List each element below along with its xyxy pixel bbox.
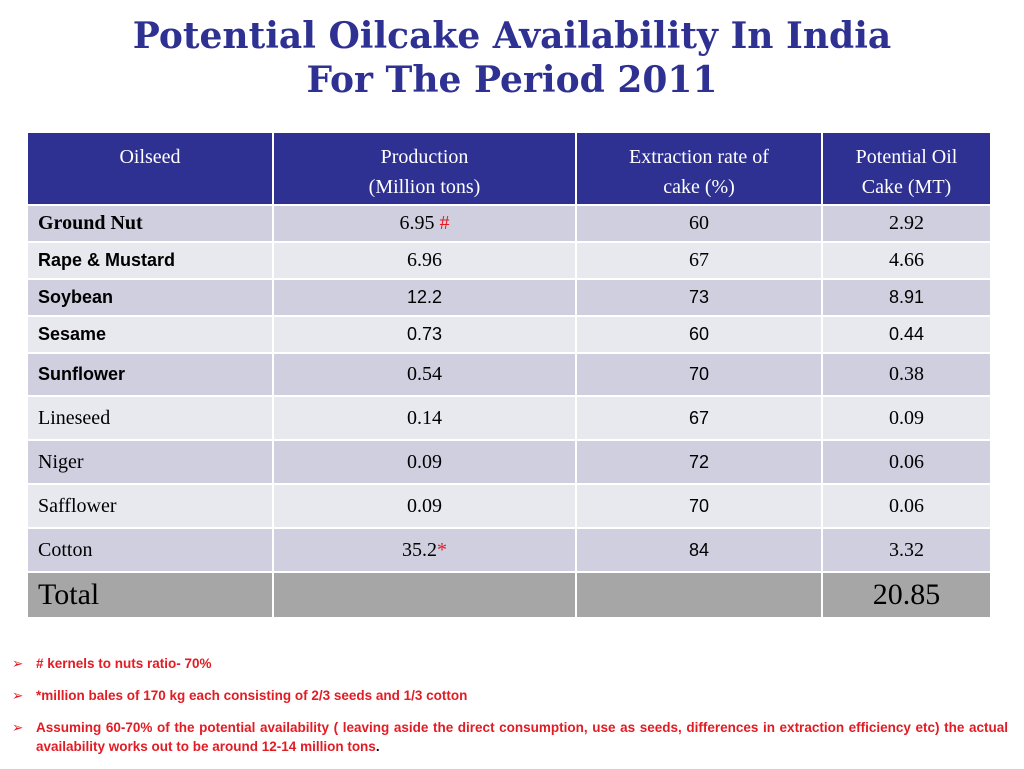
total-production	[272, 571, 577, 619]
cell-potential: 0.09	[821, 395, 992, 441]
cell-production: 35.2*	[272, 527, 577, 573]
table-row: Sunflower 0.54 70 0.38	[26, 352, 992, 397]
cell-production: 0.73	[272, 315, 577, 354]
cell-potential: 0.06	[821, 439, 992, 485]
cell-extraction: 73	[575, 278, 823, 317]
cell-potential: 0.06	[821, 483, 992, 529]
cell-potential: 0.38	[821, 352, 992, 397]
cell-potential: 3.32	[821, 527, 992, 573]
cell-production: 0.54	[272, 352, 577, 397]
footnote-item: ➢ *million bales of 170 kg each consisti…	[12, 688, 468, 703]
footnote-star-mark: *	[437, 538, 447, 561]
cell-extraction: 70	[575, 483, 823, 529]
cell-extraction: 72	[575, 439, 823, 485]
slide-title: Potential Oilcake Availability In India …	[0, 14, 1024, 102]
table-row: Niger 0.09 72 0.06	[26, 439, 992, 485]
total-row: Total 20.85	[26, 571, 992, 619]
table-row: Sesame 0.73 60 0.44	[26, 315, 992, 354]
cell-production: 6.96	[272, 241, 577, 280]
cell-oilseed: Rape & Mustard	[26, 241, 274, 280]
arrow-bullet-icon: ➢	[12, 720, 24, 735]
cell-oilseed: Safflower	[26, 483, 274, 529]
cell-production: 0.09	[272, 483, 577, 529]
cell-oilseed: Sesame	[26, 315, 274, 354]
table-header-row: Oilseed Production (Million tons) Extrac…	[26, 131, 992, 206]
cell-oilseed: Lineseed	[26, 395, 274, 441]
arrow-bullet-icon: ➢	[12, 688, 24, 703]
cell-potential: 2.92	[821, 204, 992, 243]
cell-extraction: 67	[575, 395, 823, 441]
slide-title-line2: For The Period 2011	[306, 59, 718, 101]
header-production: Production (Million tons)	[272, 131, 577, 206]
table-row: Ground Nut 6.95 # 60 2.92	[26, 204, 992, 243]
cell-production: 12.2	[272, 278, 577, 317]
header-oilseed: Oilseed	[26, 131, 274, 206]
footnotes: ➢ # kernels to nuts ratio- 70% ➢ *millio…	[12, 654, 1008, 769]
cell-oilseed: Cotton	[26, 527, 274, 573]
header-potential-oil-cake: Potential Oil Cake (MT)	[821, 131, 992, 206]
arrow-bullet-icon: ➢	[12, 656, 24, 671]
cell-production: 6.95 #	[272, 204, 577, 243]
footnote-item: ➢ # kernels to nuts ratio- 70%	[12, 656, 212, 671]
table-row: Cotton 35.2* 84 3.32	[26, 527, 992, 573]
cell-oilseed: Soybean	[26, 278, 274, 317]
cell-extraction: 84	[575, 527, 823, 573]
cell-oilseed: Niger	[26, 439, 274, 485]
table-row: Rape & Mustard 6.96 67 4.66	[26, 241, 992, 280]
cell-production: 0.14	[272, 395, 577, 441]
cell-extraction: 60	[575, 315, 823, 354]
oilcake-table: Oilseed Production (Million tons) Extrac…	[26, 131, 992, 619]
header-extraction-rate: Extraction rate of cake (%)	[575, 131, 823, 206]
table-row: Lineseed 0.14 67 0.09	[26, 395, 992, 441]
cell-potential: 8.91	[821, 278, 992, 317]
table-row: Safflower 0.09 70 0.06	[26, 483, 992, 529]
table-row: Soybean 12.2 73 8.91	[26, 278, 992, 317]
total-potential: 20.85	[821, 571, 992, 619]
cell-extraction: 67	[575, 241, 823, 280]
cell-potential: 4.66	[821, 241, 992, 280]
cell-oilseed: Ground Nut	[26, 204, 274, 243]
total-extraction	[575, 571, 823, 619]
cell-extraction: 60	[575, 204, 823, 243]
cell-oilseed: Sunflower	[26, 352, 274, 397]
slide-title-line1: Potential Oilcake Availability In India	[132, 15, 892, 57]
footnote-hash-mark: #	[439, 212, 450, 234]
cell-extraction: 70	[575, 352, 823, 397]
footnote-item: ➢ Assuming 60-70% of the potential avail…	[12, 720, 1008, 754]
cell-potential: 0.44	[821, 315, 992, 354]
cell-production: 0.09	[272, 439, 577, 485]
total-label: Total	[26, 571, 274, 619]
